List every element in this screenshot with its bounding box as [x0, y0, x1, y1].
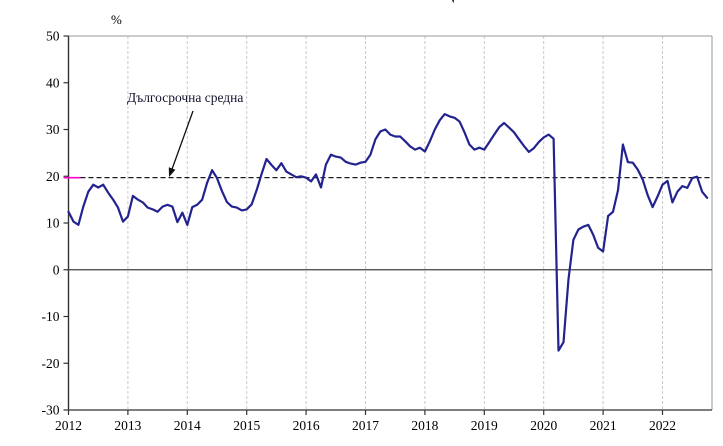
annotation-arrowhead: [168, 167, 176, 177]
x-tick-label: 2022: [649, 418, 676, 433]
x-tick-label: 2014: [174, 418, 201, 433]
business-climate-series-line: [67, 112, 709, 352]
y-tick-label: -20: [42, 356, 60, 371]
x-tick-label: 2013: [114, 418, 141, 433]
y-tick-label: 0: [53, 262, 60, 277]
y-tick-label: 10: [46, 216, 60, 231]
annotation-arrow-line: [170, 110, 194, 173]
y-axis-unit-label: %: [111, 12, 122, 27]
x-tick-label: 2021: [590, 418, 617, 433]
x-tick-label: 2015: [233, 418, 260, 433]
x-tick-label: 2020: [530, 418, 557, 433]
figure-title-clipped: Фиг. 1. Бизнес климат – общо: [0, 0, 723, 6]
x-tick-label: 2017: [352, 418, 379, 433]
y-tick-label: 50: [46, 29, 60, 44]
figure-title: Фиг. 1. Бизнес климат – общо: [0, 0, 723, 4]
x-tick-label: 2012: [55, 418, 82, 433]
x-tick-label: 2019: [471, 418, 498, 433]
y-tick-label: 30: [46, 122, 60, 137]
x-tick-label: 2018: [411, 418, 438, 433]
y-tick-label: -10: [42, 309, 60, 324]
y-tick-label: 20: [46, 169, 60, 184]
y-tick-label: 40: [46, 75, 60, 90]
y-tick-label: -30: [42, 403, 60, 418]
x-tick-label: 2016: [293, 418, 320, 433]
annotation-long-term-average: Дългосрочна средна: [127, 90, 244, 105]
